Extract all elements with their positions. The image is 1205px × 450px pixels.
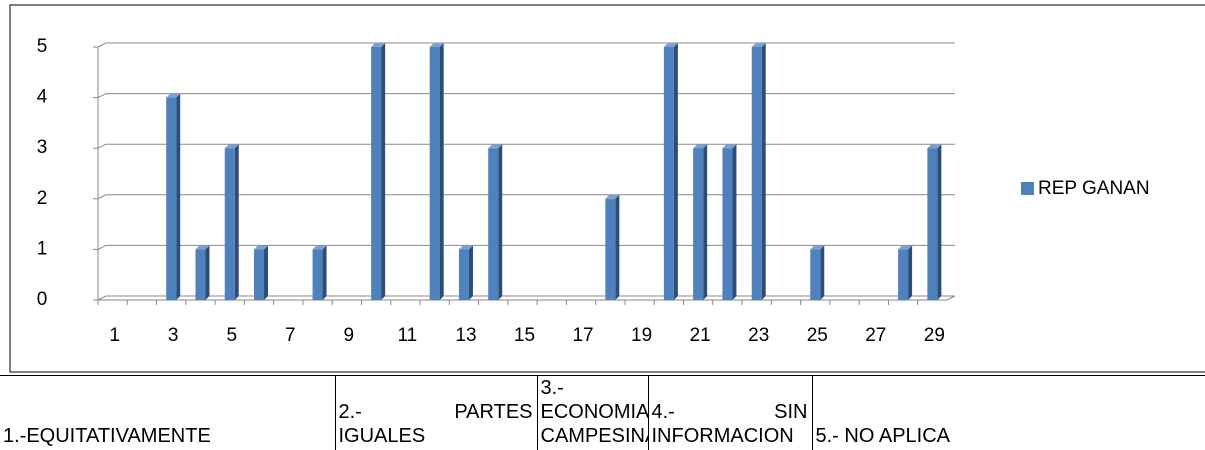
table-cell: 1.-EQUITATIVAMENTE — [0, 376, 335, 450]
x-tick-label: 7 — [285, 325, 296, 346]
bar — [488, 148, 498, 300]
x-tick-label: 27 — [865, 325, 886, 346]
y-tick-label: 5 — [37, 36, 48, 57]
x-tick-label: 21 — [690, 325, 711, 346]
bar-side — [205, 245, 209, 300]
bar-side — [908, 245, 912, 300]
bar-side — [820, 245, 824, 300]
x-tick-label: 25 — [807, 325, 828, 346]
y-tick-label: 3 — [37, 137, 48, 158]
table-cell: 2.- PARTES IGUALES — [335, 376, 537, 450]
x-tick-label: 17 — [572, 325, 593, 346]
table-row: 1.-EQUITATIVAMENTE 2.- PARTES IGUALES 3.… — [0, 376, 1205, 450]
legend-swatch — [1021, 182, 1034, 195]
bar-side — [381, 43, 385, 300]
bar — [430, 47, 440, 300]
bar — [605, 199, 615, 300]
bar — [752, 47, 762, 300]
bar-side — [235, 144, 239, 300]
x-tick-label: 29 — [924, 325, 945, 346]
bar — [898, 249, 908, 300]
bar-side — [703, 144, 707, 300]
x-tick-label: 3 — [168, 325, 179, 346]
bar-side — [498, 144, 502, 300]
bar — [810, 249, 820, 300]
y-tick-label: 4 — [37, 87, 48, 108]
bar-side — [674, 43, 678, 300]
bar — [693, 148, 703, 300]
bar-side — [469, 245, 473, 300]
y-tick-label: 0 — [37, 289, 48, 310]
bar — [459, 249, 469, 300]
bar — [195, 249, 205, 300]
y-tick-label: 1 — [37, 238, 48, 259]
bar — [371, 47, 381, 300]
y-tick-label: 2 — [37, 188, 48, 209]
bar-side — [440, 43, 444, 300]
bar — [722, 148, 732, 300]
x-tick-label: 23 — [748, 325, 769, 346]
bar-side — [176, 94, 180, 300]
bar-side — [615, 195, 619, 300]
x-tick-label: 11 — [398, 325, 418, 346]
bar — [254, 249, 264, 300]
bar-side — [323, 245, 327, 300]
category-table: 1.-EQUITATIVAMENTE 2.- PARTES IGUALES 3.… — [0, 375, 1205, 450]
table-cell: 4.- SIN INFORMACION — [648, 376, 812, 450]
bar-side — [937, 144, 941, 300]
table-cell: 5.- NO APLICA — [812, 376, 1205, 450]
x-tick-label: 9 — [344, 325, 355, 346]
bar-side — [762, 43, 766, 300]
bar — [313, 249, 323, 300]
bar — [225, 148, 235, 300]
bar-side — [732, 144, 736, 300]
bar — [664, 47, 674, 300]
bar-side — [264, 245, 268, 300]
bar — [927, 148, 937, 300]
x-tick-label: 5 — [226, 325, 237, 346]
table-cell: 3.- ECONOMIA CAMPESINA — [537, 376, 648, 450]
x-tick-label: 19 — [631, 325, 652, 346]
x-tick-label: 15 — [514, 325, 535, 346]
bar — [166, 98, 176, 300]
legend-label: REP GANAN — [1038, 178, 1150, 199]
x-tick-label: 1 — [109, 325, 120, 346]
x-tick-label: 13 — [455, 325, 476, 346]
